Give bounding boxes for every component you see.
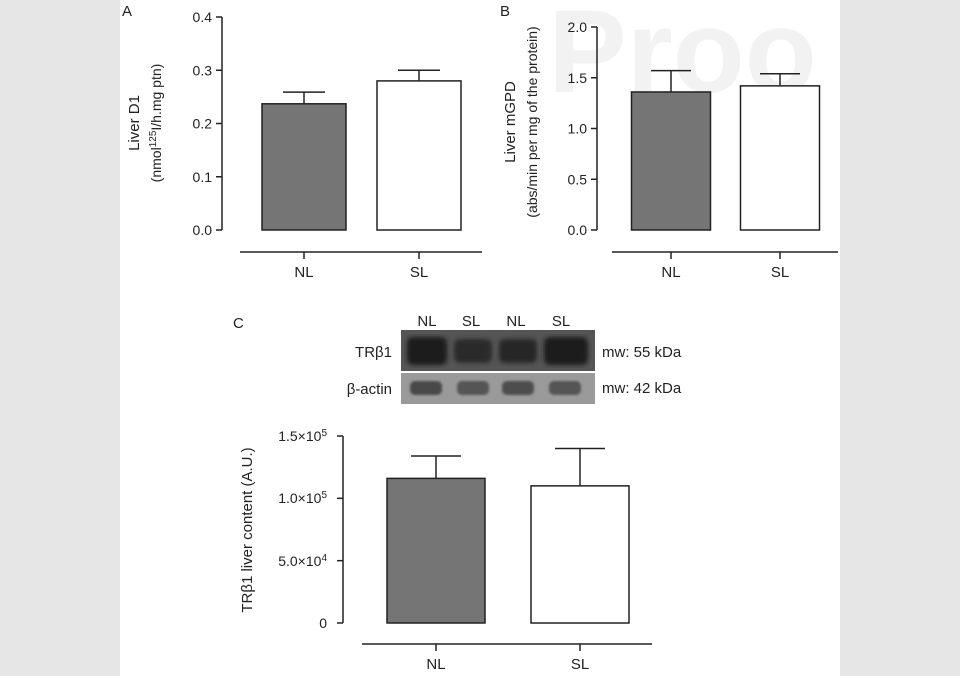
blot-lane-label: NL bbox=[417, 313, 436, 330]
chart-b-ylabel-line2: (abs/min per mg of the protein) bbox=[524, 26, 540, 217]
chart-a-y-axis: 0.0 0.1 0.2 0.3 0.4 bbox=[193, 9, 223, 238]
panel-label-c: C bbox=[233, 315, 244, 332]
blot-band bbox=[454, 339, 492, 363]
blot-lane-label: NL bbox=[506, 313, 525, 330]
chart-c-ylabel: TRβ1 liver content (A.U.) bbox=[239, 447, 256, 612]
blot-lane-label: SL bbox=[552, 313, 570, 330]
y-tick-label: 5.0×104 bbox=[278, 553, 327, 570]
y-tick-label: 0.0 bbox=[568, 222, 588, 238]
blot-band bbox=[499, 339, 537, 363]
chart-b-ylabel-line1: Liver mGPD bbox=[502, 81, 519, 163]
blot-band bbox=[549, 381, 581, 395]
y-tick-label: 0.0 bbox=[193, 222, 213, 238]
x-tick-label: SL bbox=[771, 264, 789, 281]
bar-nl bbox=[630, 91, 712, 231]
chart-b-y-axis: 0.0 0.5 1.0 1.5 2.0 bbox=[568, 19, 598, 238]
bar-sl bbox=[376, 80, 462, 231]
y-tick-label: 1.0 bbox=[568, 121, 588, 137]
x-tick-label: SL bbox=[410, 264, 428, 281]
chart-b-bars bbox=[630, 69, 821, 231]
y-tick-label: 0.4 bbox=[193, 9, 213, 25]
x-tick-label: SL bbox=[571, 656, 589, 673]
blot-band bbox=[407, 337, 447, 365]
y-tick-label: 0.3 bbox=[193, 62, 213, 78]
blot-bands-trb1 bbox=[407, 337, 588, 365]
chart-b-x-axis: NL SL bbox=[612, 251, 838, 281]
bar-nl bbox=[386, 477, 486, 624]
chart-a-bars bbox=[261, 69, 462, 231]
x-tick-label: NL bbox=[661, 264, 680, 281]
bar-sl bbox=[739, 85, 821, 231]
panel-label-b: B bbox=[500, 3, 510, 20]
panel-label-a: A bbox=[122, 3, 132, 20]
chart-a-ylabel-line2: (nmol125I/h.mg ptn) bbox=[148, 64, 165, 183]
y-tick-label: 2.0 bbox=[568, 19, 588, 35]
y-tick-label: 1.5×105 bbox=[278, 428, 327, 445]
western-blot: NL SL NL SL TRβ1 β-actin mw: 55 kDa mw: … bbox=[347, 313, 682, 404]
blot-lane-label: SL bbox=[462, 313, 480, 330]
blot-band bbox=[457, 381, 489, 395]
y-tick-label: 0.5 bbox=[568, 171, 588, 187]
x-tick-label: NL bbox=[426, 656, 445, 673]
blot-row-label-trb1: TRβ1 bbox=[355, 344, 392, 361]
blot-band bbox=[544, 337, 588, 365]
chart-a: A 0.0 0.1 0.2 0.3 0.4 NL SL Liver D1 (nmol125… bbox=[122, 3, 482, 281]
chart-a-ylabel-line1: Liver D1 bbox=[126, 95, 143, 151]
chart-c: C NL SL NL SL TRβ1 β-actin mw: bbox=[233, 313, 682, 673]
blot-mw-actin: mw: 42 kDa bbox=[602, 380, 682, 397]
chart-a-x-axis: NL SL bbox=[240, 251, 482, 281]
x-tick-label: NL bbox=[294, 264, 313, 281]
blot-band bbox=[410, 381, 442, 395]
y-tick-label: 1.5 bbox=[568, 70, 588, 86]
bar-sl bbox=[530, 485, 630, 624]
blot-row-label-actin: β-actin bbox=[347, 381, 392, 398]
blot-mw-trb1: mw: 55 kDa bbox=[602, 344, 682, 361]
chart-b: B 0.0 0.5 1.0 1.5 2.0 NL SL Liver mGPD (abs/m… bbox=[500, 3, 838, 281]
chart-c-y-axis: 0 5.0×104 1.0×105 1.5×105 bbox=[278, 428, 344, 631]
bar-nl bbox=[261, 103, 347, 231]
y-tick-label: 0 bbox=[319, 615, 327, 631]
blot-bands-actin bbox=[410, 381, 581, 395]
chart-c-x-axis: NL SL bbox=[362, 643, 652, 673]
y-tick-label: 1.0×105 bbox=[278, 490, 327, 507]
y-tick-label: 0.1 bbox=[193, 169, 213, 185]
chart-c-bars bbox=[386, 447, 630, 624]
blot-band bbox=[502, 381, 534, 395]
y-tick-label: 0.2 bbox=[193, 116, 213, 132]
